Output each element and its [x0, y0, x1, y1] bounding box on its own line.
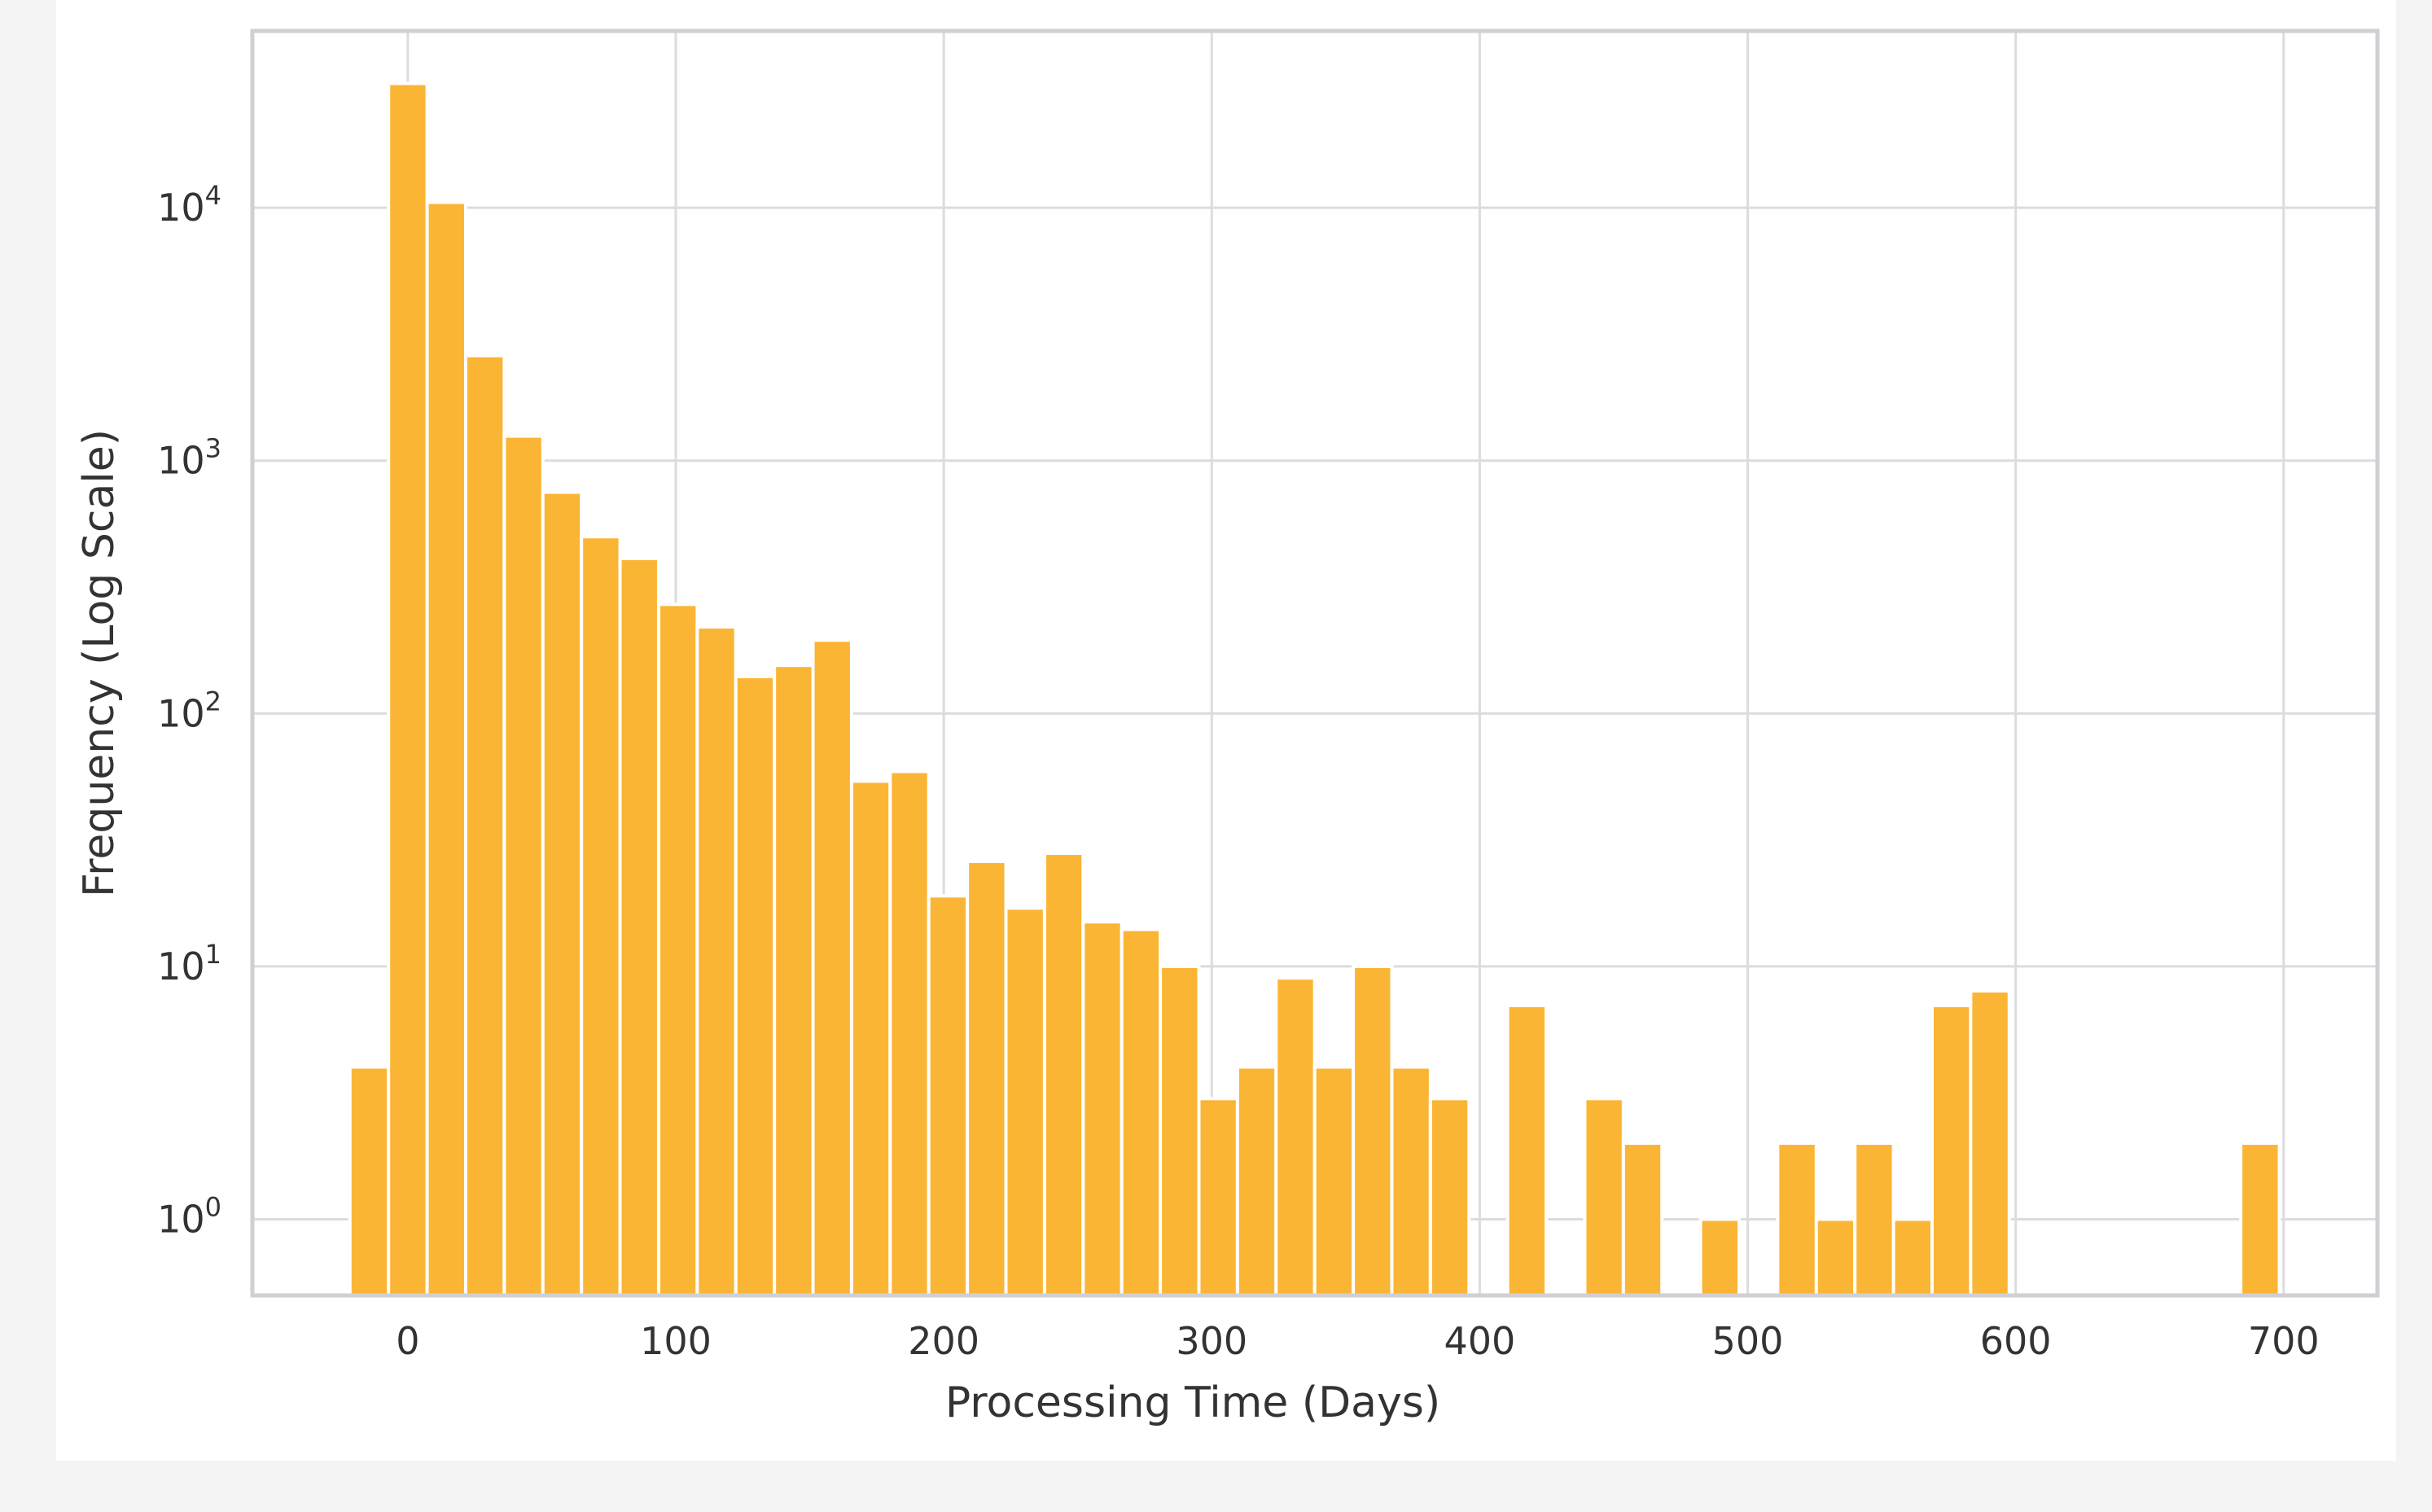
histogram-bar	[1352, 964, 1394, 1297]
histogram-bar	[1505, 1004, 1549, 1297]
histogram-chart: 0 100 200 300 400 500 600 700 100 101 102 103 104 P…	[75, 28, 2380, 1427]
histogram-bar	[734, 674, 777, 1297]
histogram-bar	[1120, 927, 1163, 1297]
histogram-bar	[1428, 1097, 1471, 1298]
histogram-bar	[1004, 906, 1046, 1297]
histogram-bar	[1698, 1217, 1742, 1298]
histogram-bar	[1042, 852, 1085, 1297]
histogram-bar	[1853, 1142, 1895, 1297]
x-tick-label: 600	[1980, 1319, 2052, 1363]
histogram-bar	[541, 490, 584, 1297]
histogram-bar	[1891, 1217, 1934, 1298]
histogram-bar	[1621, 1142, 1664, 1297]
plot-frame	[250, 28, 2380, 1298]
x-tick-label: 700	[2248, 1319, 2320, 1363]
histogram-bar	[1197, 1097, 1239, 1298]
histogram-bar	[927, 894, 970, 1297]
histogram-bar	[425, 200, 467, 1298]
x-tick-label: 100	[640, 1319, 712, 1363]
histogram-bar	[387, 81, 429, 1297]
histogram-bar	[1390, 1065, 1432, 1297]
histogram-bar	[1814, 1217, 1857, 1298]
histogram-bar	[1159, 964, 1201, 1297]
histogram-bar	[1312, 1065, 1356, 1297]
histogram-bar	[618, 556, 660, 1297]
histogram-bar	[656, 603, 699, 1297]
chart-figure: 0 100 200 300 400 500 600 700 100 101 102 103 104 P…	[56, 0, 2396, 1461]
x-tick-label: 400	[1444, 1319, 1516, 1363]
x-tick-label: 300	[1176, 1319, 1247, 1363]
histogram-bar	[1081, 920, 1124, 1298]
x-tick-label: 500	[1712, 1319, 1784, 1363]
y-tick-label: 104	[157, 180, 221, 230]
histogram-bar	[811, 638, 853, 1297]
histogram-bar	[1930, 1004, 1973, 1297]
y-tick-label: 102	[157, 686, 221, 735]
histogram-bar	[695, 625, 738, 1297]
histogram-bar	[1274, 976, 1317, 1297]
histogram-bar	[1235, 1065, 1278, 1297]
x-axis-title: Processing Time (Days)	[945, 1378, 1440, 1427]
histogram-bar	[502, 434, 545, 1297]
x-tick-label: 200	[908, 1319, 979, 1363]
histogram-bar	[580, 535, 622, 1297]
histogram-bar	[463, 353, 506, 1298]
histogram-bar	[888, 769, 931, 1297]
y-tick-labels: 100 101 102 103 104	[157, 180, 221, 1241]
histogram-bar	[1583, 1097, 1625, 1298]
bars-layer	[348, 81, 2281, 1298]
histogram-bar	[1776, 1142, 1818, 1297]
y-tick-label: 101	[157, 939, 221, 988]
histogram-bar	[1969, 989, 2011, 1298]
x-tick-labels: 0 100 200 300 400 500 600 700	[396, 1319, 2319, 1363]
y-axis-title: Frequency (Log Scale)	[75, 429, 124, 897]
histogram-bar	[773, 664, 815, 1297]
y-tick-label: 103	[157, 433, 221, 483]
histogram-bar	[2239, 1142, 2281, 1297]
histogram-bar	[348, 1065, 391, 1297]
histogram-bar	[966, 860, 1008, 1298]
x-tick-label: 0	[396, 1319, 419, 1363]
histogram-bar	[849, 779, 892, 1297]
y-tick-label: 100	[157, 1192, 221, 1242]
